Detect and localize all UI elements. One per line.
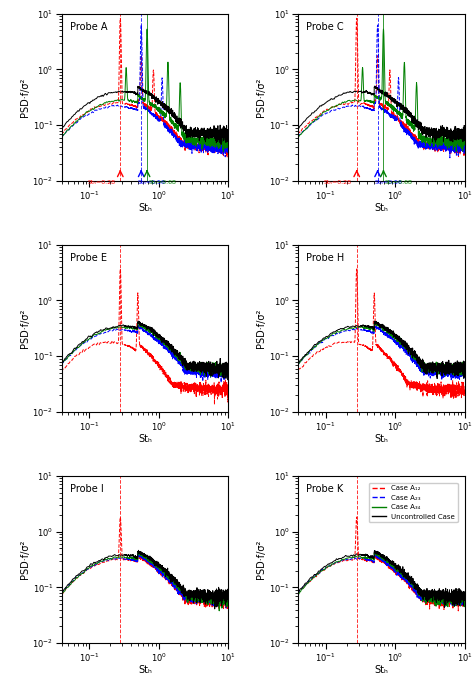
Y-axis label: PSD·f/σ²: PSD·f/σ² — [256, 309, 266, 348]
Y-axis label: PSD·f/σ²: PSD·f/σ² — [20, 78, 30, 117]
X-axis label: Stₕ: Stₕ — [138, 665, 152, 675]
Text: Probe H: Probe H — [306, 253, 345, 263]
Text: Stₕ=0.28: Stₕ=0.28 — [324, 180, 352, 185]
Legend: Case A₁₂, Case A₂₃, Case A₃₄, Uncontrolled Case: Case A₁₂, Case A₂₃, Case A₃₄, Uncontroll… — [369, 483, 458, 523]
Text: Stₕ=0.68: Stₕ=0.68 — [148, 180, 176, 185]
X-axis label: Stₕ: Stₕ — [138, 203, 152, 213]
Y-axis label: PSD·f/σ²: PSD·f/σ² — [256, 540, 266, 579]
Text: Probe I: Probe I — [70, 484, 104, 494]
X-axis label: Stₕ: Stₕ — [138, 434, 152, 444]
Y-axis label: PSD·f/σ²: PSD·f/σ² — [256, 78, 266, 117]
Text: Stₕ=0.68: Stₕ=0.68 — [385, 180, 413, 185]
X-axis label: Stₕ: Stₕ — [374, 203, 388, 213]
Y-axis label: PSD·f/σ²: PSD·f/σ² — [20, 309, 30, 348]
Text: Stₕ=0.28: Stₕ=0.28 — [87, 180, 115, 185]
X-axis label: Stₕ: Stₕ — [374, 665, 388, 675]
Text: Stₕ=0.56: Stₕ=0.56 — [374, 180, 402, 185]
Text: Probe E: Probe E — [70, 253, 107, 263]
Text: Stₕ=0.56: Stₕ=0.56 — [138, 180, 166, 185]
Text: Probe A: Probe A — [70, 22, 108, 32]
Y-axis label: PSD·f/σ²: PSD·f/σ² — [20, 540, 30, 579]
Text: Probe K: Probe K — [306, 484, 344, 494]
X-axis label: Stₕ: Stₕ — [374, 434, 388, 444]
Text: Probe C: Probe C — [306, 22, 344, 32]
